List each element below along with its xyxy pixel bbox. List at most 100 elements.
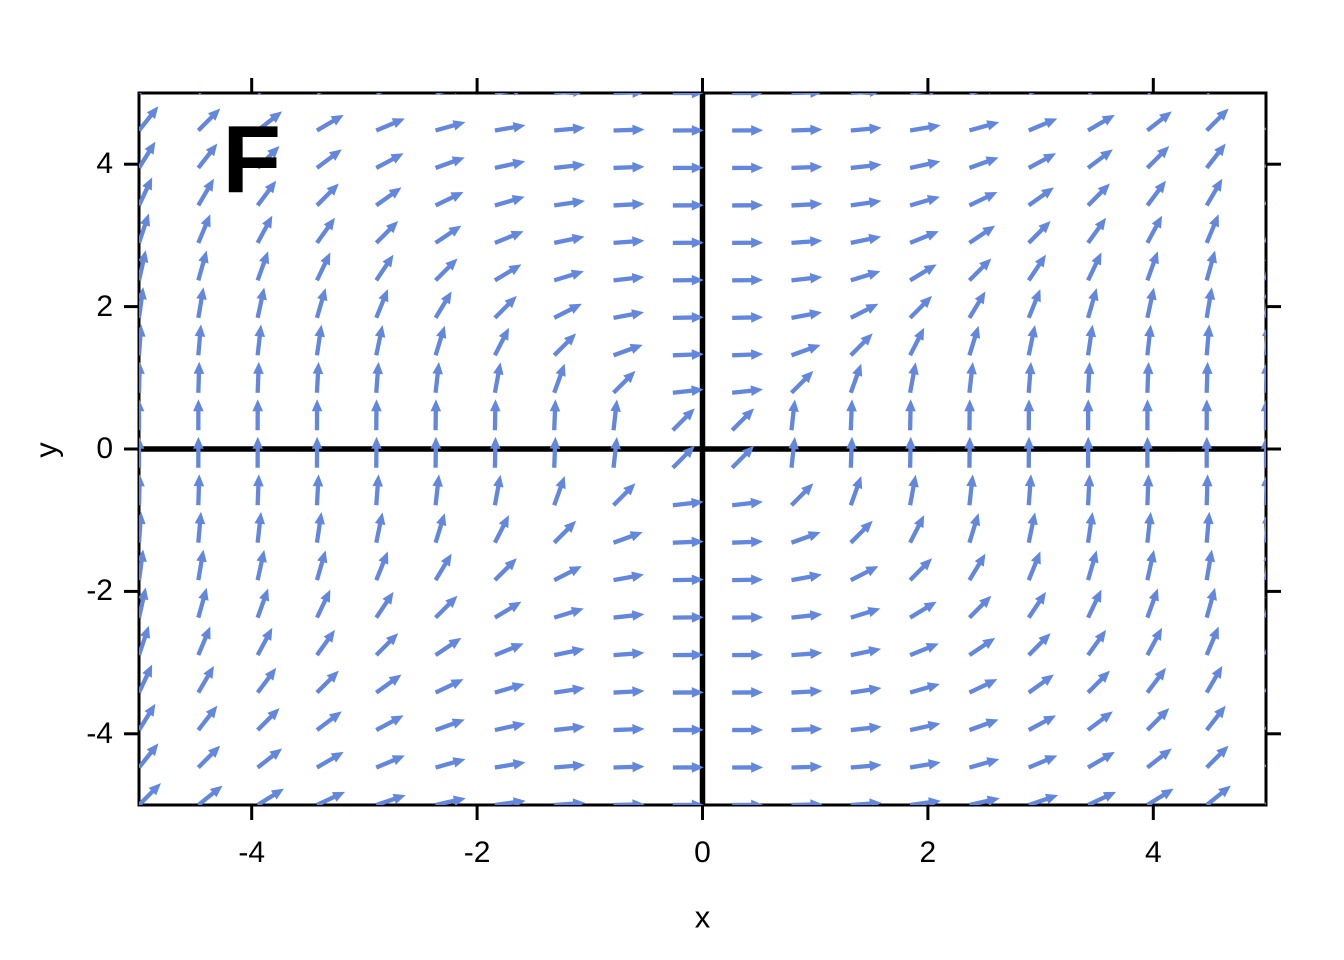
arrow-head bbox=[194, 324, 206, 337]
arrow-head bbox=[498, 327, 509, 341]
arrow-shaft bbox=[314, 484, 321, 506]
field-arrow bbox=[966, 361, 977, 394]
arrow-head bbox=[1088, 550, 1099, 564]
arrow-shaft bbox=[613, 239, 635, 246]
arrow-head bbox=[514, 93, 519, 96]
field-arrow bbox=[432, 474, 443, 506]
arrow-head bbox=[750, 536, 764, 548]
arrow-shaft bbox=[196, 712, 213, 732]
arrow-head bbox=[691, 237, 704, 249]
arrow-shaft bbox=[909, 761, 932, 770]
field-arrow bbox=[612, 483, 636, 507]
arrow-shaft bbox=[612, 346, 635, 358]
arrow-shaft bbox=[968, 194, 990, 208]
arrow-shaft bbox=[731, 388, 754, 395]
arrow-head bbox=[378, 289, 389, 303]
field-arrow bbox=[732, 200, 764, 211]
field-arrow bbox=[850, 93, 878, 97]
field-arrow bbox=[1204, 214, 1219, 244]
arrow-shaft bbox=[315, 636, 331, 657]
arrow-head bbox=[194, 511, 206, 525]
arrow-shaft bbox=[196, 521, 203, 543]
arrow-shaft bbox=[196, 790, 217, 805]
arrow-head bbox=[1024, 361, 1036, 375]
field-arrow bbox=[1145, 287, 1157, 319]
x-axis-label: x bbox=[694, 899, 711, 935]
field-arrow bbox=[1087, 791, 1117, 805]
arrow-head bbox=[512, 720, 526, 732]
field-arrow bbox=[732, 574, 764, 586]
field-arrow bbox=[732, 237, 764, 249]
arrow-shaft bbox=[553, 725, 576, 733]
arrow-head bbox=[1209, 214, 1219, 228]
arrow-head bbox=[448, 637, 462, 649]
field-arrow bbox=[312, 361, 324, 393]
field-arrow bbox=[1206, 93, 1211, 95]
arrow-shaft bbox=[967, 601, 986, 620]
field-arrow bbox=[1261, 475, 1266, 506]
arrow-head bbox=[984, 192, 998, 202]
field-arrow bbox=[196, 178, 214, 207]
field-arrow bbox=[494, 195, 525, 208]
field-arrow bbox=[1142, 361, 1154, 393]
arrow-shaft bbox=[375, 757, 397, 770]
field-arrow bbox=[613, 93, 643, 98]
field-arrow bbox=[1145, 549, 1157, 581]
arrow-shaft bbox=[850, 725, 872, 733]
arrow-shaft bbox=[553, 687, 576, 695]
arrow-shaft bbox=[434, 229, 455, 245]
field-arrow bbox=[907, 362, 919, 394]
arrow-head bbox=[450, 192, 464, 202]
field-arrow bbox=[553, 566, 582, 583]
field-arrow bbox=[553, 233, 585, 246]
field-arrow bbox=[552, 476, 566, 506]
field-arrow bbox=[849, 303, 879, 320]
arrow-shaft bbox=[967, 334, 978, 356]
arrow-shaft bbox=[493, 267, 514, 283]
field-arrow bbox=[492, 362, 504, 394]
field-arrow bbox=[968, 120, 1000, 133]
arrow-shaft bbox=[908, 267, 930, 283]
arrow-shaft bbox=[613, 727, 635, 733]
arrow-shaft bbox=[139, 596, 146, 619]
field-arrow bbox=[850, 646, 882, 658]
arrow-shaft bbox=[494, 197, 516, 208]
field-arrow bbox=[672, 687, 704, 698]
arrow-head bbox=[193, 361, 205, 374]
field-arrow bbox=[1088, 93, 1094, 95]
arrow-head bbox=[1038, 220, 1051, 234]
arrow-head bbox=[1030, 551, 1041, 565]
arrow-head bbox=[1045, 793, 1059, 804]
field-arrow bbox=[613, 161, 645, 173]
field-arrow bbox=[967, 291, 986, 319]
field-arrow bbox=[1082, 399, 1094, 431]
arrow-shaft bbox=[850, 687, 872, 695]
arrow-shaft bbox=[848, 409, 854, 431]
arrow-head bbox=[751, 649, 764, 661]
arrow-head bbox=[1157, 708, 1170, 721]
arrow-head bbox=[1101, 114, 1115, 126]
field-arrow bbox=[909, 797, 941, 805]
arrow-shaft bbox=[790, 533, 812, 545]
arrow-head bbox=[1206, 587, 1217, 601]
arrow-shaft bbox=[672, 539, 694, 545]
arrow-shaft bbox=[139, 222, 148, 244]
arrow-head bbox=[751, 724, 764, 736]
field-arrow bbox=[672, 536, 704, 548]
arrow-head bbox=[388, 187, 402, 199]
arrow-shaft bbox=[850, 272, 872, 283]
arrow-head bbox=[629, 343, 643, 354]
arrow-head bbox=[966, 361, 977, 375]
field-arrow bbox=[1203, 511, 1214, 543]
arrow-shaft bbox=[850, 163, 872, 171]
field-arrow bbox=[1204, 287, 1216, 319]
arrow-shaft bbox=[433, 484, 441, 506]
arrow-head bbox=[691, 612, 704, 623]
field-arrow bbox=[732, 312, 764, 323]
arrow-head bbox=[982, 637, 996, 649]
arrow-shaft bbox=[909, 233, 931, 245]
y-tick-label-2: 0 bbox=[96, 432, 113, 465]
field-arrow bbox=[909, 759, 941, 770]
arrow-shaft bbox=[494, 761, 516, 770]
field-arrow bbox=[1085, 550, 1099, 581]
